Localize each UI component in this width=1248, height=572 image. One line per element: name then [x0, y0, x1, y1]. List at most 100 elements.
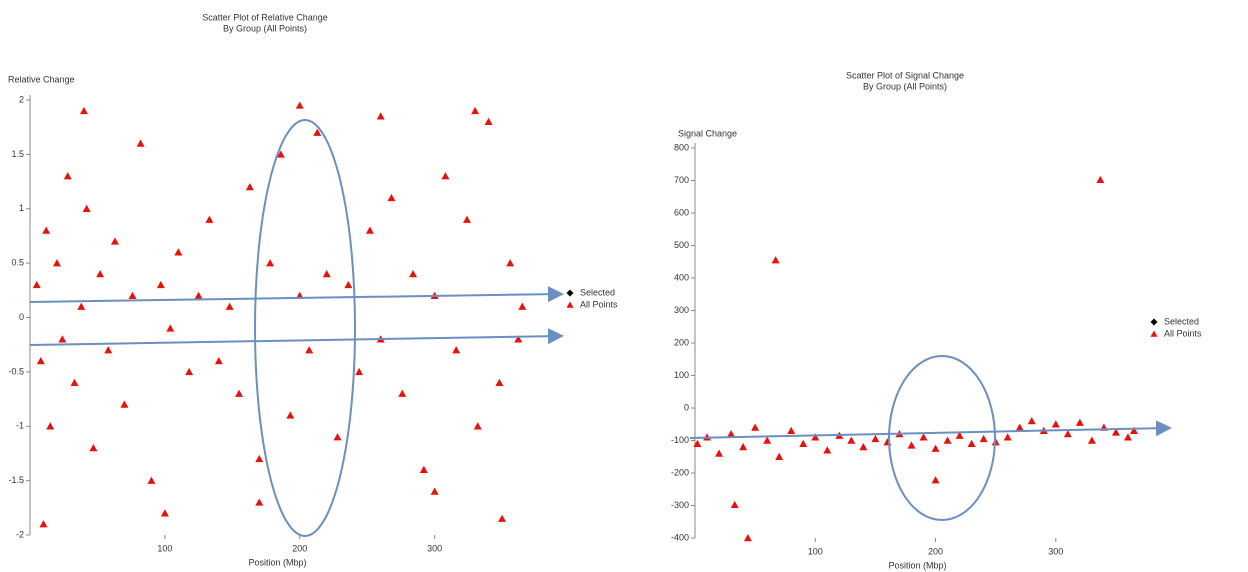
point — [333, 433, 342, 441]
point — [174, 248, 183, 256]
point — [506, 259, 515, 267]
point — [409, 270, 418, 278]
point — [495, 378, 504, 386]
point — [498, 514, 507, 522]
point — [1003, 433, 1012, 441]
point — [931, 476, 940, 484]
point — [89, 444, 98, 452]
point — [322, 270, 331, 278]
point — [967, 439, 976, 447]
legend-marker — [1150, 318, 1158, 326]
y-tick-label: 400 — [674, 272, 689, 282]
y-tick-label: -300 — [671, 500, 689, 510]
y-tick-label: 800 — [674, 142, 689, 152]
point — [355, 367, 364, 376]
point — [823, 446, 832, 454]
point — [156, 280, 165, 289]
y-tick-label: 0 — [684, 402, 689, 412]
y-tick-label: -100 — [671, 435, 689, 445]
legend-label: Selected — [1164, 316, 1199, 326]
point — [463, 215, 472, 223]
legend-label: All Points — [1164, 328, 1202, 338]
y-axis-label: Relative Change — [8, 74, 75, 84]
y-tick-label: 100 — [674, 370, 689, 380]
point — [763, 436, 772, 444]
point — [715, 449, 724, 457]
y-tick-label: 0 — [19, 312, 24, 322]
x-tick-label: 300 — [1048, 546, 1063, 556]
point — [955, 431, 964, 439]
highlight-ellipse — [254, 119, 356, 537]
point — [136, 139, 145, 147]
point — [104, 346, 113, 354]
point — [787, 426, 796, 434]
x-tick-label: 200 — [928, 546, 943, 556]
point — [1123, 433, 1132, 441]
point — [730, 500, 739, 509]
point — [771, 256, 780, 264]
point — [473, 422, 482, 430]
point — [1063, 430, 1072, 438]
point — [205, 215, 214, 223]
highlight-ellipse — [888, 355, 996, 521]
arrow — [29, 286, 564, 303]
chart-title: By Group (All Points) — [863, 81, 947, 91]
point — [979, 434, 988, 443]
point — [266, 259, 275, 267]
point — [931, 444, 940, 452]
x-tick-label: 100 — [808, 546, 823, 556]
point — [344, 280, 353, 289]
point — [775, 452, 784, 460]
point — [907, 441, 916, 449]
x-axis-label: Position (Mbp) — [248, 557, 306, 567]
point — [36, 357, 45, 365]
point — [32, 280, 41, 289]
point — [419, 465, 428, 473]
y-tick-label: -1.5 — [8, 475, 24, 485]
point — [693, 439, 702, 447]
y-tick-label: 1.5 — [11, 149, 24, 159]
y-tick-label: 0.5 — [11, 258, 24, 268]
point — [376, 112, 385, 120]
point — [120, 400, 129, 408]
legend-marker — [566, 289, 574, 297]
point — [305, 346, 314, 354]
point — [46, 422, 55, 430]
annotations — [29, 119, 1172, 537]
point — [847, 436, 856, 444]
point — [70, 378, 79, 386]
point — [387, 193, 396, 202]
point — [943, 436, 952, 444]
chart-title: Scatter Plot of Signal Change — [846, 70, 964, 80]
point — [1027, 417, 1036, 425]
point — [514, 335, 523, 343]
legend-marker — [566, 301, 574, 308]
point — [52, 259, 61, 267]
point — [313, 128, 322, 136]
x-tick-label: 200 — [292, 543, 307, 553]
point — [235, 389, 244, 397]
point — [799, 439, 808, 447]
y-tick-label: 2 — [19, 94, 24, 104]
point — [1087, 436, 1096, 444]
point — [859, 443, 868, 451]
point — [1096, 175, 1105, 184]
point — [1015, 423, 1024, 431]
point — [441, 172, 450, 180]
point — [743, 534, 752, 542]
point — [128, 291, 137, 299]
point — [452, 346, 461, 354]
point — [739, 443, 748, 451]
y-tick-label: 200 — [674, 337, 689, 347]
point — [82, 204, 91, 212]
point — [42, 226, 51, 234]
point — [430, 487, 439, 495]
arrow — [29, 328, 564, 346]
x-axis-label: Position (Mbp) — [888, 560, 946, 570]
point — [484, 117, 493, 125]
point — [1111, 428, 1120, 436]
point — [96, 270, 105, 278]
y-tick-label: -0.5 — [8, 366, 24, 376]
arrow — [689, 420, 1172, 439]
